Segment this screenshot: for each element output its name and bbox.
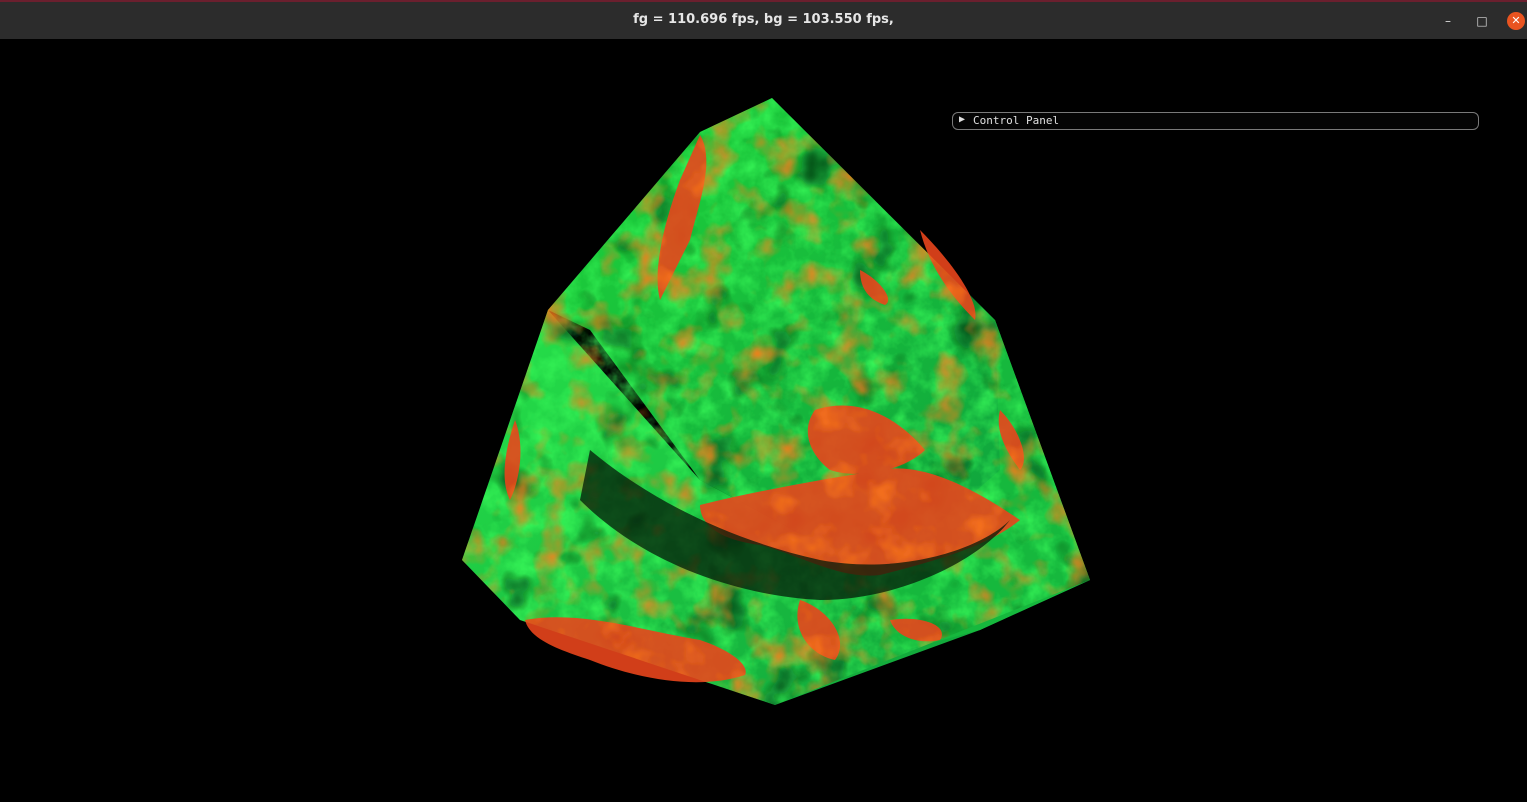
control-panel-label[interactable]: Control Panel: [973, 114, 1060, 127]
control-panel-collapsible[interactable]: ▶ Control Panel: [952, 112, 1479, 130]
expand-arrow-icon[interactable]: ▶: [959, 114, 966, 125]
close-icon[interactable]: ✕: [1507, 12, 1525, 30]
title-bar[interactable]: fg = 110.696 fps, bg = 103.550 fps, – □ …: [0, 0, 1527, 39]
cavity-shadow: [580, 450, 1010, 600]
minimize-icon[interactable]: –: [1445, 14, 1451, 28]
volume-render: [462, 98, 1090, 705]
hot-texture: [462, 98, 1090, 705]
window-title: fg = 110.696 fps, bg = 103.550 fps,: [633, 12, 894, 27]
render-viewport[interactable]: ▶ Control Panel: [0, 39, 1527, 802]
maximize-icon[interactable]: □: [1476, 14, 1488, 28]
